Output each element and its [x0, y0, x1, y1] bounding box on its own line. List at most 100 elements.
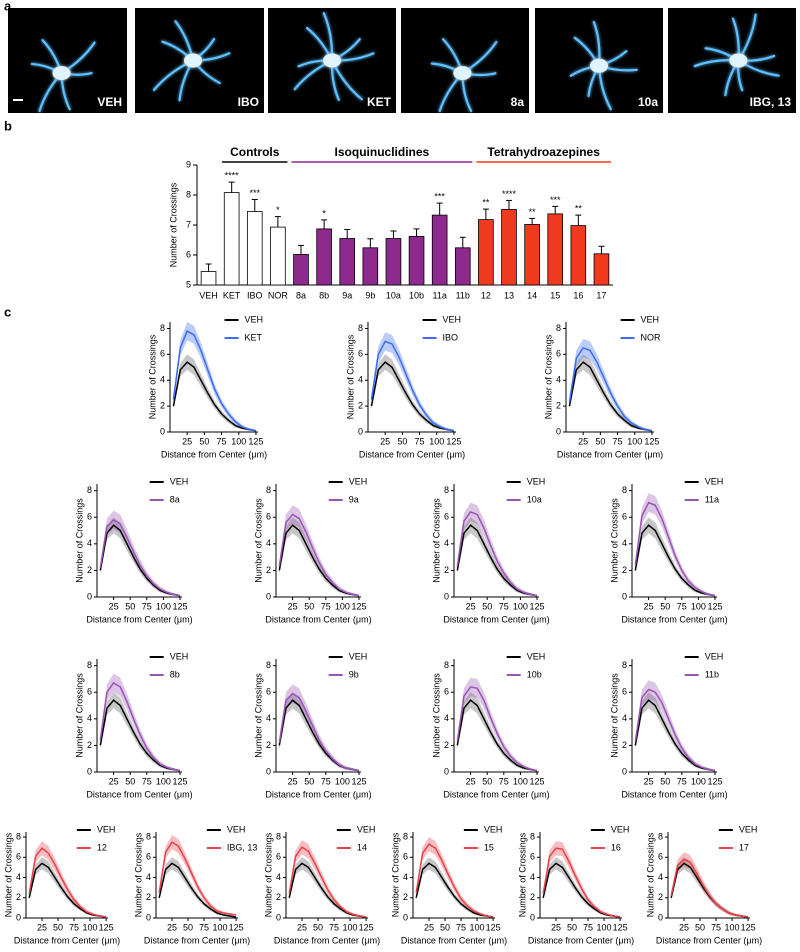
y-tick-label: 2 — [16, 892, 21, 902]
y-tick-label: 2 — [87, 565, 92, 575]
x-tick-label: 100 — [343, 922, 358, 932]
y-tick-label: 8 — [444, 485, 449, 495]
x-tick-label: 75 — [69, 922, 79, 932]
x-tick-label: 100 — [83, 922, 98, 932]
x-tick-label: 50 — [482, 776, 492, 786]
y-tick-label: 4 — [403, 872, 408, 882]
y-tick-label: 8 — [622, 485, 627, 495]
y-axis-title: Number of Crossings — [609, 498, 619, 583]
significance: * — [322, 208, 326, 218]
x-tick-label: 12 — [481, 290, 491, 300]
y-tick-label: 0 — [87, 766, 92, 776]
x-tick-label: KET — [223, 290, 241, 300]
x-tick-label: 50 — [304, 601, 314, 611]
error-band — [371, 354, 454, 432]
x-tick-label: 75 — [613, 436, 623, 446]
x-tick-label: 100 — [470, 922, 485, 932]
y-tick-label: 6 — [266, 512, 271, 522]
y-tick-label: 0 — [444, 591, 449, 601]
x-tick-label: IBO — [247, 290, 263, 300]
error-band — [289, 840, 367, 918]
legend-label: 10a — [527, 494, 542, 504]
x-tick-label: 125 — [351, 776, 366, 786]
y-tick-label: 0 — [146, 912, 151, 922]
x-tick-label: 75 — [142, 776, 152, 786]
y-tick-label: 2 — [556, 400, 561, 410]
x-tick-label: 125 — [446, 436, 461, 446]
panel-label: a — [4, 0, 12, 13]
y-tick-label: 0 — [87, 591, 92, 601]
x-tick-label: 9b — [365, 290, 375, 300]
x-tick-label: 100 — [231, 436, 246, 446]
x-tick-label: 50 — [199, 436, 209, 446]
x-tick-label: 75 — [456, 922, 466, 932]
legend-label: VEH — [357, 824, 376, 834]
neuron — [152, 20, 231, 102]
x-tick-label: 16 — [573, 290, 583, 300]
x-axis-title: Distance from Center (μm) — [621, 789, 727, 799]
x-tick-label: 100 — [156, 776, 171, 786]
y-axis-title: Number of Crossings — [74, 673, 84, 758]
x-tick-label: 50 — [313, 922, 323, 932]
y-tick-label: 6 — [358, 349, 363, 359]
y-tick-label: 0 — [266, 766, 271, 776]
y-tick-label: 6 — [530, 852, 535, 862]
x-tick-label: 25 — [109, 601, 119, 611]
group-label: Tetrahydroazepines — [487, 145, 600, 159]
legend-label: 10b — [527, 669, 542, 679]
x-tick-label: 75 — [329, 922, 339, 932]
x-tick-label: 11b — [456, 290, 470, 300]
bar — [316, 228, 332, 286]
y-tick-label: 0 — [16, 912, 21, 922]
soma — [729, 53, 748, 68]
x-tick-label: 75 — [499, 601, 509, 611]
x-tick-label: 11a — [432, 290, 446, 300]
y-tick-label: 4 — [87, 538, 92, 548]
x-tick-label: 50 — [304, 776, 314, 786]
significance: *** — [250, 188, 261, 198]
bar — [339, 238, 356, 286]
x-tick-label: 25 — [288, 776, 298, 786]
x-tick-label: 100 — [513, 776, 528, 786]
y-tick-label: 2 — [658, 892, 663, 902]
legend-label: 16 — [611, 842, 621, 852]
significance: *** — [434, 191, 445, 201]
x-axis-title: Distance from Center (μm) — [144, 935, 250, 945]
x-tick-label: 10a — [386, 290, 401, 300]
x-tick-label: 100 — [691, 601, 706, 611]
x-tick-label: 75 — [321, 776, 331, 786]
x-tick-label: 100 — [429, 436, 444, 446]
y-tick-label: 2 — [160, 400, 165, 410]
error-band — [279, 517, 360, 597]
neuron — [30, 39, 96, 113]
bar — [547, 213, 564, 286]
series-line — [28, 847, 107, 918]
series-line — [370, 361, 455, 432]
error-band — [159, 835, 237, 916]
x-axis-title: Distance from Center (μm) — [401, 935, 507, 945]
panel-label: b — [4, 118, 12, 133]
legend-label: VEH — [245, 314, 264, 324]
y-axis-title: Number of Crossings — [133, 832, 143, 917]
series-line — [278, 692, 360, 772]
micrograph — [8, 8, 127, 113]
x-tick-label: 50 — [660, 776, 670, 786]
error-band — [457, 692, 538, 772]
bar — [454, 247, 471, 286]
y-tick-label: 4 — [266, 538, 271, 548]
soma — [453, 66, 472, 81]
y-tick-label: 2 — [266, 740, 271, 750]
series-line — [670, 862, 749, 918]
y-axis-title: Number of Crossings — [3, 832, 13, 917]
error-band — [100, 673, 181, 772]
x-tick-label: 25 — [644, 601, 654, 611]
series-line — [456, 686, 538, 772]
series-line — [172, 361, 257, 432]
y-tick-label: 0 — [266, 591, 271, 601]
x-tick-label: 25 — [466, 776, 476, 786]
y-tick-label: 8 — [146, 831, 151, 841]
legend-label: VEH — [705, 476, 724, 486]
x-tick-label: 100 — [213, 922, 228, 932]
image-label: 10a — [638, 95, 658, 109]
